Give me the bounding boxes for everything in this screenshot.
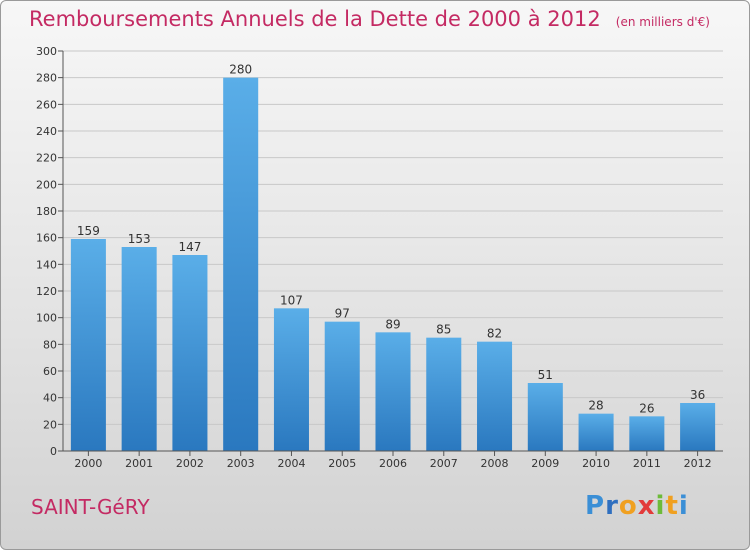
x-tick-label: 2005 [328, 457, 356, 470]
logo-letter: r [605, 491, 619, 521]
bar-value-label: 26 [639, 401, 654, 415]
axes [62, 51, 723, 452]
bar-value-label: 147 [178, 240, 201, 254]
y-tick-label: 260 [36, 98, 57, 111]
bar-value-label: 159 [77, 224, 100, 238]
logo-letter: t [665, 491, 679, 521]
x-tick-label: 2009 [531, 457, 559, 470]
bar [477, 341, 513, 451]
bar [680, 403, 716, 451]
logo-letter: i [678, 491, 689, 521]
logo-letter: P [585, 491, 606, 521]
y-tick-label: 220 [36, 152, 57, 165]
bar-value-label: 97 [335, 307, 350, 321]
y-tick-label: 20 [43, 418, 57, 431]
x-tick-label: 2012 [684, 457, 712, 470]
y-tick-label: 300 [36, 45, 57, 58]
y-tick-label: 120 [36, 285, 57, 298]
bar [121, 247, 157, 451]
y-tick-label: 100 [36, 312, 57, 325]
bar [527, 383, 563, 451]
bar-value-label: 107 [280, 293, 303, 307]
value-labels: 159 153 147 280 107 97 89 85 82 51 28 26 36 [77, 63, 705, 416]
bar-value-label: 36 [690, 388, 705, 402]
y-axis-ticks: 0 20 40 60 80 100 120 140 160 180 200 220 240 260 280 3… [36, 45, 63, 458]
bar-value-label: 28 [588, 399, 603, 413]
y-tick-label: 140 [36, 258, 57, 271]
x-tick-label: 2011 [633, 457, 661, 470]
bar [324, 321, 360, 451]
bar [629, 416, 665, 451]
x-tick-label: 2003 [227, 457, 255, 470]
bar-value-label: 89 [385, 317, 400, 331]
y-tick-label: 240 [36, 125, 57, 138]
x-tick-label: 2004 [277, 457, 305, 470]
bar [273, 308, 309, 451]
chart-title: Remboursements Annuels de la Dette de 20… [29, 7, 601, 31]
bar-value-label: 82 [487, 327, 502, 341]
bar-value-label: 51 [538, 368, 553, 382]
bar-value-label: 85 [436, 323, 451, 337]
x-tick-label: 2000 [74, 457, 102, 470]
y-tick-label: 60 [43, 365, 57, 378]
bar-value-label: 153 [128, 232, 151, 246]
bar [578, 413, 614, 451]
y-tick-label: 0 [50, 445, 57, 458]
y-tick-label: 40 [43, 392, 57, 405]
x-tick-label: 2006 [379, 457, 407, 470]
logo-letter: o [618, 491, 638, 521]
logo-letter: x [637, 491, 656, 521]
logo-letter: i [655, 491, 666, 521]
x-tick-label: 2008 [481, 457, 509, 470]
y-tick-label: 160 [36, 232, 57, 245]
y-tick-label: 280 [36, 72, 57, 85]
bar [172, 255, 208, 451]
bar [70, 239, 106, 451]
x-tick-label: 2001 [125, 457, 153, 470]
chart-unit: (en milliers d'€) [615, 15, 710, 29]
x-tick-label: 2010 [582, 457, 610, 470]
bar-value-label: 280 [229, 63, 252, 77]
bar [223, 77, 259, 452]
proxiti-logo: Proxiti [585, 491, 689, 521]
bar [426, 337, 462, 451]
x-tick-label: 2002 [176, 457, 204, 470]
bar [375, 332, 411, 451]
y-tick-label: 200 [36, 178, 57, 191]
chart-title-block: Remboursements Annuels de la Dette de 20… [29, 7, 710, 31]
x-tick-label: 2007 [430, 457, 458, 470]
bars [70, 77, 716, 452]
y-tick-label: 180 [36, 205, 57, 218]
y-tick-label: 80 [43, 338, 57, 351]
commune-name: SAINT-GéRY [31, 495, 150, 519]
x-axis-ticks: 2000 2001 2002 2003 2004 2005 2006 2007 2008 2009… [74, 451, 712, 470]
